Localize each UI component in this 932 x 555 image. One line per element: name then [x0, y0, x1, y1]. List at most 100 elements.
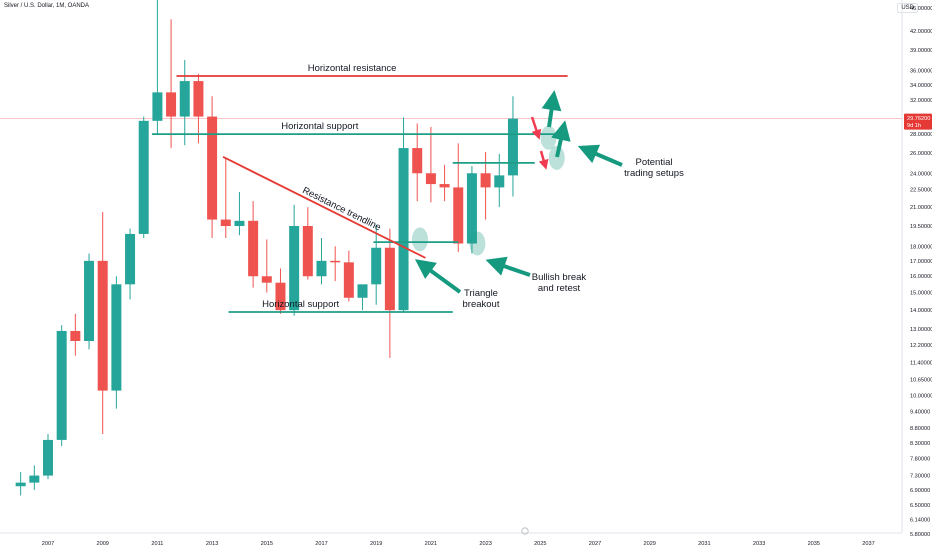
candle-body — [466, 173, 477, 244]
price-tick-label: 11.40000 — [910, 360, 932, 366]
time-tick-label: 2011 — [151, 541, 163, 547]
price-tick-label: 7.30000 — [910, 474, 930, 480]
candle-body — [343, 262, 354, 298]
candle-body — [261, 276, 272, 283]
highlight-circle — [540, 125, 557, 150]
candle — [43, 433, 53, 480]
time-tick-label: 2019 — [370, 541, 382, 547]
candle-body — [97, 260, 108, 391]
candle — [507, 96, 518, 197]
candle — [398, 117, 409, 312]
time-tick-label: 2023 — [479, 541, 491, 547]
annotation-arrow — [577, 144, 623, 167]
price-tag-box — [904, 113, 932, 130]
time-tick-label: 2027 — [589, 541, 601, 547]
level-label: Horizontal resistance — [308, 63, 397, 74]
candle — [56, 325, 67, 447]
candle-body — [507, 118, 518, 176]
candle — [289, 204, 300, 316]
time-tick-label: 2007 — [42, 541, 54, 547]
price-tick-label: 12.20000 — [910, 343, 932, 349]
time-tick-label: 2021 — [425, 541, 437, 547]
price-tick-label: 18.00000 — [910, 244, 932, 250]
candle — [425, 126, 436, 203]
candle-body — [480, 173, 491, 188]
time-tick-label: 2025 — [534, 541, 546, 547]
highlight-circle — [411, 227, 428, 252]
candle — [371, 224, 382, 305]
annotation-arrow — [485, 256, 531, 277]
candle-body — [207, 116, 218, 220]
price-tick-label: 32.00000 — [910, 98, 932, 104]
time-tick-label: 2029 — [643, 541, 655, 547]
price-tick-label: 10.00000 — [910, 394, 932, 400]
annotation-arrow — [414, 259, 462, 294]
currency-selector[interactable]: USD — [897, 3, 918, 13]
candle — [152, 0, 163, 135]
candle-body — [302, 225, 313, 277]
candle-body — [425, 173, 436, 185]
candle — [97, 212, 108, 434]
candle — [29, 465, 40, 490]
candle — [84, 253, 95, 350]
candle-body — [453, 187, 464, 244]
price-tick-label: 6.90000 — [910, 488, 930, 494]
candle — [275, 268, 286, 314]
candle — [453, 143, 464, 253]
candle-body — [193, 81, 204, 117]
candle-body — [357, 284, 368, 298]
time-tick-label: 2033 — [753, 541, 765, 547]
candle-body — [398, 148, 409, 311]
candle — [166, 19, 177, 149]
candle — [302, 207, 313, 280]
price-tick-label: 39.00000 — [910, 48, 932, 54]
candle-body — [166, 92, 177, 117]
price-tick-label: 15.00000 — [910, 291, 932, 297]
candle-body — [494, 175, 505, 188]
event-marker-icon — [521, 527, 529, 535]
price-tick-label: 17.00000 — [910, 259, 932, 265]
price-tick-label: 16.00000 — [910, 274, 932, 280]
price-tick-label: 13.00000 — [910, 327, 932, 333]
candle — [220, 157, 231, 239]
candle — [316, 238, 327, 285]
candle — [15, 472, 26, 496]
candle-body — [29, 475, 40, 483]
time-tick-label: 2017 — [315, 541, 327, 547]
level-label: Horizontal support — [281, 121, 358, 132]
price-tick-label: 26.00000 — [910, 151, 932, 157]
annotation-arrow — [538, 150, 549, 170]
time-tick-label: 2013 — [206, 541, 218, 547]
candle — [439, 164, 450, 202]
highlight-circle — [469, 231, 486, 256]
candle — [111, 276, 122, 409]
candle-body — [138, 120, 149, 234]
price-tick-label: 14.00000 — [910, 308, 932, 314]
level-label: Horizontal support — [262, 299, 339, 310]
candle-body — [15, 482, 26, 487]
candle — [138, 116, 149, 239]
candle-body — [220, 219, 231, 226]
annotation-arrow — [530, 116, 542, 140]
annotation-bullish-break: Bullish break and retest — [532, 272, 587, 294]
candle — [357, 284, 368, 311]
candle — [207, 96, 218, 239]
trendline — [222, 156, 426, 259]
candle-body — [70, 330, 81, 341]
candle-body — [384, 247, 395, 311]
price-tag-value: 29.76200 — [907, 116, 930, 122]
candle-body — [111, 284, 122, 391]
candle — [248, 201, 259, 288]
price-tick-label: 22.50000 — [910, 188, 932, 194]
price-tick-label: 10.65000 — [910, 378, 932, 384]
candle — [466, 165, 477, 254]
candle-body — [125, 233, 136, 285]
trendline-label: Resistance trendline — [301, 185, 383, 233]
time-tick-label: 2037 — [862, 541, 874, 547]
candle — [70, 313, 81, 356]
price-tag-countdown: 9d 1h — [907, 123, 921, 129]
price-tick-label: 6.50000 — [910, 503, 930, 509]
candle — [384, 228, 395, 358]
